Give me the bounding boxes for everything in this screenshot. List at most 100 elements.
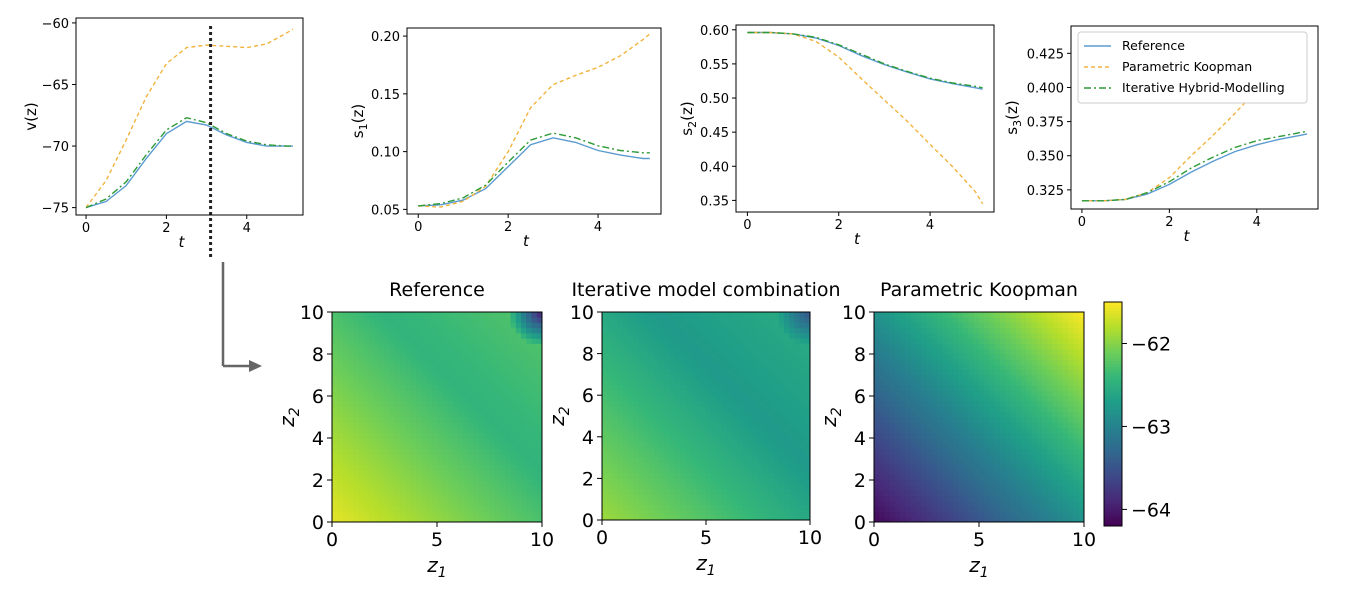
line-plot-4: 0 2 40.3250.3500.3750.4000.425ts3(z)Refere… bbox=[1003, 25, 1319, 245]
heatmap-cell bbox=[363, 348, 370, 355]
heatmap-cell bbox=[654, 390, 660, 396]
heatmap-cell bbox=[358, 401, 364, 407]
heatmap-cell bbox=[778, 379, 785, 386]
heatmap-cell bbox=[963, 369, 969, 376]
heatmap-cell bbox=[431, 343, 438, 350]
heatmap-cell bbox=[447, 359, 454, 365]
heatmap-cell bbox=[1063, 422, 1069, 428]
heatmap-cell bbox=[768, 348, 774, 354]
heatmap-cell bbox=[763, 405, 769, 412]
heatmap-cell bbox=[711, 421, 717, 427]
heatmap-cell bbox=[874, 474, 880, 481]
heatmap-cell bbox=[674, 514, 681, 521]
heatmap-cell bbox=[1057, 312, 1064, 318]
heatmap-cell bbox=[799, 509, 806, 516]
heatmap-cell bbox=[674, 462, 681, 469]
heatmap-cell bbox=[617, 457, 624, 464]
heatmap-cell bbox=[379, 432, 385, 439]
heatmap-cell bbox=[389, 427, 396, 434]
heatmap-cell bbox=[716, 364, 722, 370]
heatmap-cell bbox=[521, 490, 527, 497]
heatmap-cell bbox=[500, 417, 506, 423]
heatmap-cell bbox=[700, 343, 707, 349]
heatmap-cell bbox=[342, 516, 349, 523]
heatmap-cell bbox=[895, 312, 901, 318]
heatmap-cell bbox=[879, 427, 885, 434]
heatmap-cell bbox=[633, 369, 639, 375]
heatmap-cell bbox=[963, 453, 969, 460]
heatmap-cell bbox=[1010, 448, 1017, 455]
heatmap-cell bbox=[752, 332, 759, 339]
heatmap-cell bbox=[353, 516, 359, 523]
heatmap-cell bbox=[778, 384, 785, 391]
heatmap-cell bbox=[784, 374, 790, 380]
heatmap-cell bbox=[337, 459, 343, 465]
heatmap-cell bbox=[973, 485, 980, 491]
heatmap-cell bbox=[607, 374, 613, 380]
heatmap-cell bbox=[1010, 459, 1017, 465]
heatmap-cell bbox=[410, 333, 417, 339]
heatmap-cell bbox=[1068, 506, 1074, 512]
heatmap-cell bbox=[799, 431, 806, 438]
heatmap-cell bbox=[732, 483, 738, 490]
heatmap-cell bbox=[752, 358, 759, 365]
heatmap-cell bbox=[1031, 364, 1038, 371]
heatmap-cell bbox=[332, 443, 338, 449]
heatmap-cell bbox=[937, 422, 943, 428]
heatmap-cell bbox=[1021, 390, 1027, 397]
heatmap-cell bbox=[889, 448, 896, 455]
heatmap-cell bbox=[1031, 354, 1038, 360]
heatmap-cell bbox=[389, 516, 396, 523]
heatmap-cell bbox=[664, 509, 670, 516]
heatmap-cell bbox=[973, 385, 980, 392]
heatmap-cell bbox=[494, 406, 501, 413]
heatmap-cell bbox=[353, 317, 359, 323]
heatmap-cell bbox=[395, 427, 401, 434]
heatmap-cell bbox=[1068, 485, 1074, 491]
heatmap-cell bbox=[680, 364, 686, 370]
heatmap-cell bbox=[1068, 411, 1074, 418]
heatmap-cell bbox=[884, 364, 891, 371]
heatmap-cell bbox=[659, 457, 665, 464]
heatmap-cell bbox=[358, 390, 364, 397]
heatmap-cell bbox=[489, 317, 496, 323]
heatmap-cell bbox=[952, 359, 959, 365]
heatmap-cell bbox=[721, 348, 728, 354]
heatmap-cell bbox=[510, 495, 517, 502]
heatmap-cell bbox=[752, 379, 759, 386]
heatmap-cell bbox=[437, 417, 443, 423]
heatmap-cell bbox=[979, 485, 985, 491]
heatmap-cell bbox=[737, 343, 743, 349]
heatmap-cell bbox=[531, 406, 538, 413]
heatmap-cell bbox=[437, 480, 443, 486]
heatmap-cell bbox=[1057, 448, 1064, 455]
heatmap-cell bbox=[773, 421, 780, 427]
heatmap-cell bbox=[931, 396, 938, 402]
heatmap-cell bbox=[468, 438, 475, 444]
heatmap-cell bbox=[654, 504, 660, 510]
heatmap-cell bbox=[1068, 354, 1074, 360]
heatmap-cell bbox=[347, 380, 354, 386]
heatmap-cell bbox=[1078, 396, 1085, 402]
heatmap-cell bbox=[758, 468, 764, 474]
heatmap-cell bbox=[695, 374, 702, 380]
heatmap-cell bbox=[363, 343, 370, 350]
heatmap-cell bbox=[633, 374, 639, 380]
heatmap-cell bbox=[1026, 485, 1032, 491]
heatmap-cell bbox=[526, 359, 532, 365]
heatmap-cell bbox=[617, 421, 624, 427]
heatmap-cell bbox=[984, 485, 990, 491]
heatmap-cell bbox=[358, 343, 364, 350]
heatmap-cell bbox=[1078, 511, 1085, 518]
heatmap-cell bbox=[602, 317, 608, 323]
heatmap-cell bbox=[989, 511, 996, 518]
heatmap-cell bbox=[690, 343, 696, 349]
heatmap-cell bbox=[804, 504, 811, 510]
heatmap-cell bbox=[778, 478, 785, 484]
heatmap-cell bbox=[389, 411, 396, 418]
heatmap-cell bbox=[638, 374, 644, 380]
heatmap-cell bbox=[973, 495, 980, 502]
heatmap-cell bbox=[479, 380, 485, 386]
heatmap-cell bbox=[395, 469, 401, 476]
heatmap-cell bbox=[910, 375, 917, 381]
